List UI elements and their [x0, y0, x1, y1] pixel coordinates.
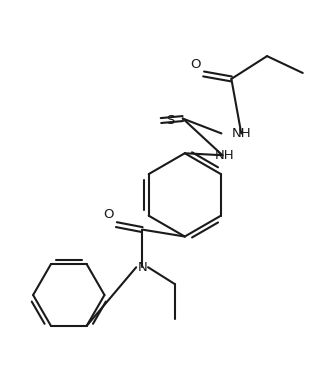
Text: NH: NH [215, 149, 234, 162]
Text: O: O [190, 58, 201, 70]
Text: NH: NH [232, 127, 251, 140]
Text: O: O [103, 208, 114, 221]
Text: S: S [166, 114, 174, 127]
Text: N: N [137, 261, 147, 274]
